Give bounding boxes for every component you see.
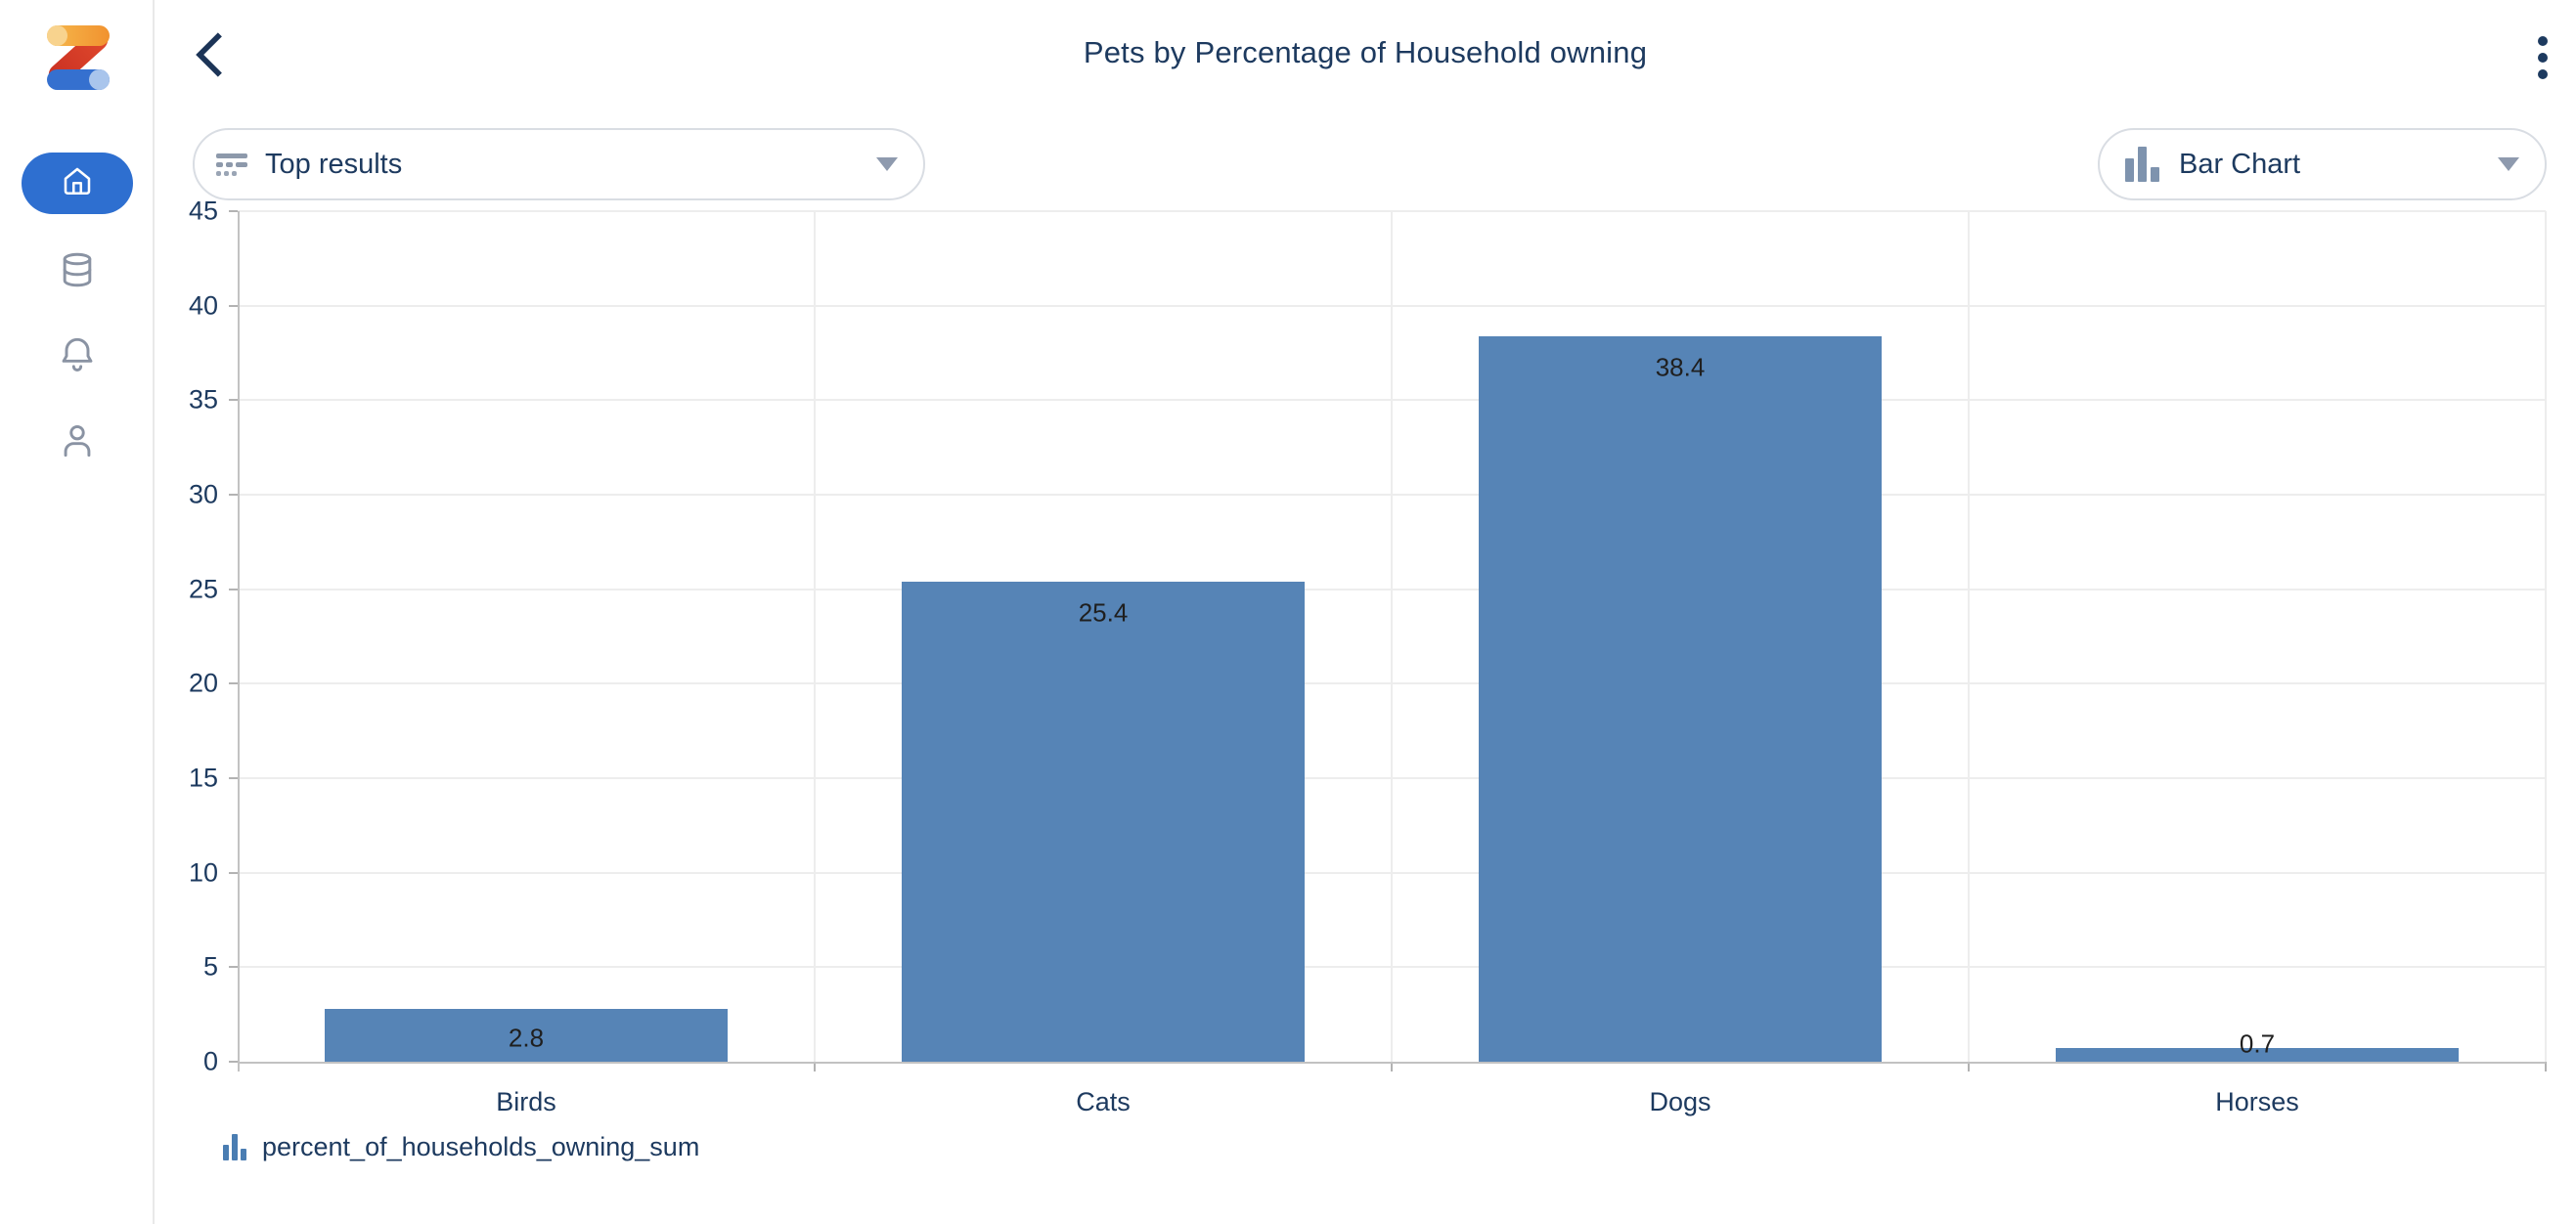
logo-top-bar	[47, 25, 110, 46]
y-axis-label: 10	[188, 857, 218, 888]
sidebar-item-data[interactable]	[0, 248, 155, 291]
gridline	[238, 871, 2546, 874]
y-axis-label: 45	[188, 196, 218, 226]
zing-logo[interactable]	[44, 24, 112, 90]
y-axis-label: 5	[202, 951, 218, 982]
gridline	[238, 399, 2546, 402]
x-axis-label: Dogs	[1649, 1087, 1711, 1116]
x-axis-tick	[1391, 1062, 1393, 1071]
logo-bottom-bar	[47, 69, 110, 90]
bar-birds[interactable]	[325, 1008, 728, 1062]
legend-bar-chart-icon	[223, 1134, 246, 1160]
chevron-down-icon	[876, 157, 898, 171]
user-icon	[56, 418, 99, 461]
y-axis-label: 40	[188, 290, 218, 321]
filter-icon	[216, 153, 247, 176]
kebab-dot	[2538, 53, 2548, 63]
sidebar-item-notifications[interactable]	[0, 332, 155, 375]
gridline	[2545, 211, 2547, 1062]
y-axis-label: 30	[188, 479, 218, 509]
more-options-button[interactable]	[2521, 27, 2564, 88]
gridline	[1391, 211, 1393, 1062]
bar-cats[interactable]	[902, 581, 1305, 1062]
page-title: Pets by Percentage of Household owning	[1083, 35, 1648, 69]
y-axis-tick	[229, 494, 238, 496]
x-axis-label: Birds	[496, 1087, 556, 1116]
y-axis-tick	[229, 588, 238, 590]
y-axis-label: 15	[188, 763, 218, 793]
back-button[interactable]	[186, 29, 231, 84]
y-axis-tick	[229, 966, 238, 969]
y-axis-tick	[229, 871, 238, 874]
gridline	[238, 210, 2546, 212]
chart-type-dropdown[interactable]: Bar Chart	[2098, 128, 2547, 200]
kebab-dot	[2538, 36, 2548, 46]
y-axis-tick	[229, 777, 238, 779]
bar-horses[interactable]	[2056, 1048, 2459, 1062]
x-axis-line	[238, 1062, 2546, 1064]
bar-dogs[interactable]	[1479, 335, 1882, 1062]
y-axis-tick	[229, 399, 238, 402]
y-axis-tick	[229, 682, 238, 685]
gridline	[814, 211, 816, 1062]
kebab-dot	[2538, 69, 2548, 79]
x-axis-tick	[1968, 1062, 1970, 1071]
x-axis-tick	[2545, 1062, 2547, 1071]
y-axis-line	[238, 211, 240, 1071]
chevron-left-icon	[194, 31, 223, 82]
top-results-label: Top results	[265, 148, 403, 180]
y-axis-tick	[229, 304, 238, 307]
gridline	[238, 588, 2546, 590]
y-axis-tick	[229, 1061, 238, 1063]
gridline	[1968, 211, 1970, 1062]
sidebar	[0, 0, 155, 1224]
bell-icon	[56, 332, 99, 375]
gridline	[238, 682, 2546, 685]
gridline	[238, 494, 2546, 496]
chart-type-label: Bar Chart	[2179, 148, 2301, 180]
home-icon	[60, 163, 95, 203]
x-axis-tick	[814, 1062, 816, 1071]
bar-chart-icon	[2125, 147, 2159, 182]
database-icon	[56, 248, 99, 291]
gridline	[238, 966, 2546, 969]
y-axis-tick	[229, 210, 238, 212]
y-axis-label: 25	[188, 574, 218, 604]
sidebar-item-home[interactable]	[22, 153, 133, 214]
x-axis-label: Cats	[1076, 1087, 1131, 1116]
legend-series-label: percent_of_households_owning_sum	[262, 1132, 700, 1161]
chart-legend[interactable]: percent_of_households_owning_sum	[223, 1132, 699, 1162]
sidebar-item-profile[interactable]	[0, 418, 155, 461]
x-axis-label: Horses	[2215, 1087, 2299, 1116]
y-axis-label: 20	[188, 668, 218, 698]
gridline	[238, 304, 2546, 307]
chevron-down-icon	[2498, 157, 2519, 171]
gridline	[238, 777, 2546, 779]
y-axis-label: 35	[188, 384, 218, 415]
y-axis-label: 0	[202, 1046, 218, 1076]
top-results-dropdown[interactable]: Top results	[193, 128, 925, 200]
